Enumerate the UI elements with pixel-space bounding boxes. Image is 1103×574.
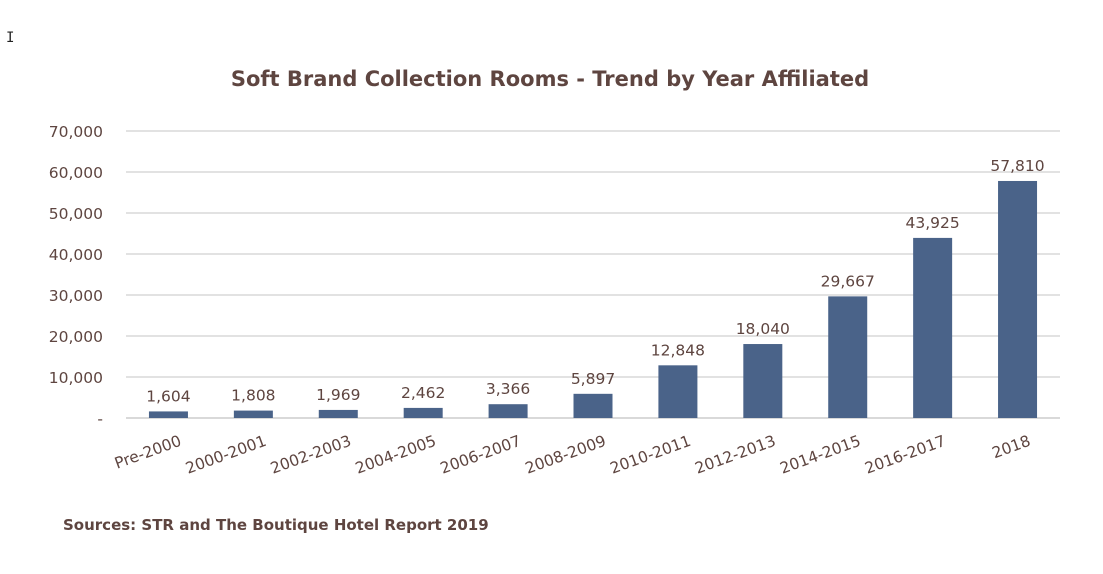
data-label: 1,604 xyxy=(146,387,190,405)
x-tick-label: 2016-2017 xyxy=(862,432,948,478)
y-tick-label: 50,000 xyxy=(49,205,103,223)
data-label: 5,897 xyxy=(571,370,615,388)
x-tick-label: 2014-2015 xyxy=(778,432,864,478)
data-label: 29,667 xyxy=(821,272,875,290)
data-label: 1,969 xyxy=(316,386,360,404)
bar xyxy=(658,365,698,418)
bar xyxy=(913,237,953,418)
text-cursor-icon: I xyxy=(6,30,15,46)
bar xyxy=(828,296,868,418)
bar xyxy=(998,180,1038,418)
bar xyxy=(743,344,783,418)
x-tick-label: 2000-2001 xyxy=(183,432,269,478)
data-label: 18,040 xyxy=(736,320,790,338)
data-label: 2,462 xyxy=(401,384,445,402)
y-tick-label: 20,000 xyxy=(49,328,103,346)
y-tick-label: 10,000 xyxy=(49,369,103,387)
bar xyxy=(148,411,188,418)
bar xyxy=(403,407,443,418)
bar xyxy=(488,404,528,418)
bar xyxy=(318,409,358,418)
x-tick-label: 2008-2009 xyxy=(523,432,609,478)
data-label: 12,848 xyxy=(651,341,705,359)
y-tick-label: 70,000 xyxy=(49,123,103,141)
x-tick-label: 2002-2003 xyxy=(268,432,354,478)
y-tick-label: 30,000 xyxy=(49,287,103,305)
x-tick-label: 2010-2011 xyxy=(608,432,694,478)
bar xyxy=(573,393,613,418)
data-label: 1,808 xyxy=(231,387,275,405)
x-tick-label: 2004-2005 xyxy=(353,432,439,478)
y-tick-label: 40,000 xyxy=(49,246,103,264)
y-tick-label: - xyxy=(97,410,103,428)
source-note: Sources: STR and The Boutique Hotel Repo… xyxy=(63,516,489,534)
data-label: 43,925 xyxy=(906,214,960,232)
x-tick-label: 2006-2007 xyxy=(438,432,524,478)
chart-title: Soft Brand Collection Rooms - Trend by Y… xyxy=(231,67,869,91)
x-tick-label: 2012-2013 xyxy=(693,432,779,478)
x-tick-label: Pre-2000 xyxy=(112,432,184,473)
bar xyxy=(233,410,273,418)
data-label: 3,366 xyxy=(486,380,530,398)
y-tick-label: 60,000 xyxy=(49,164,103,182)
data-label: 57,810 xyxy=(990,157,1044,175)
x-tick-label: 2018 xyxy=(990,432,1033,462)
